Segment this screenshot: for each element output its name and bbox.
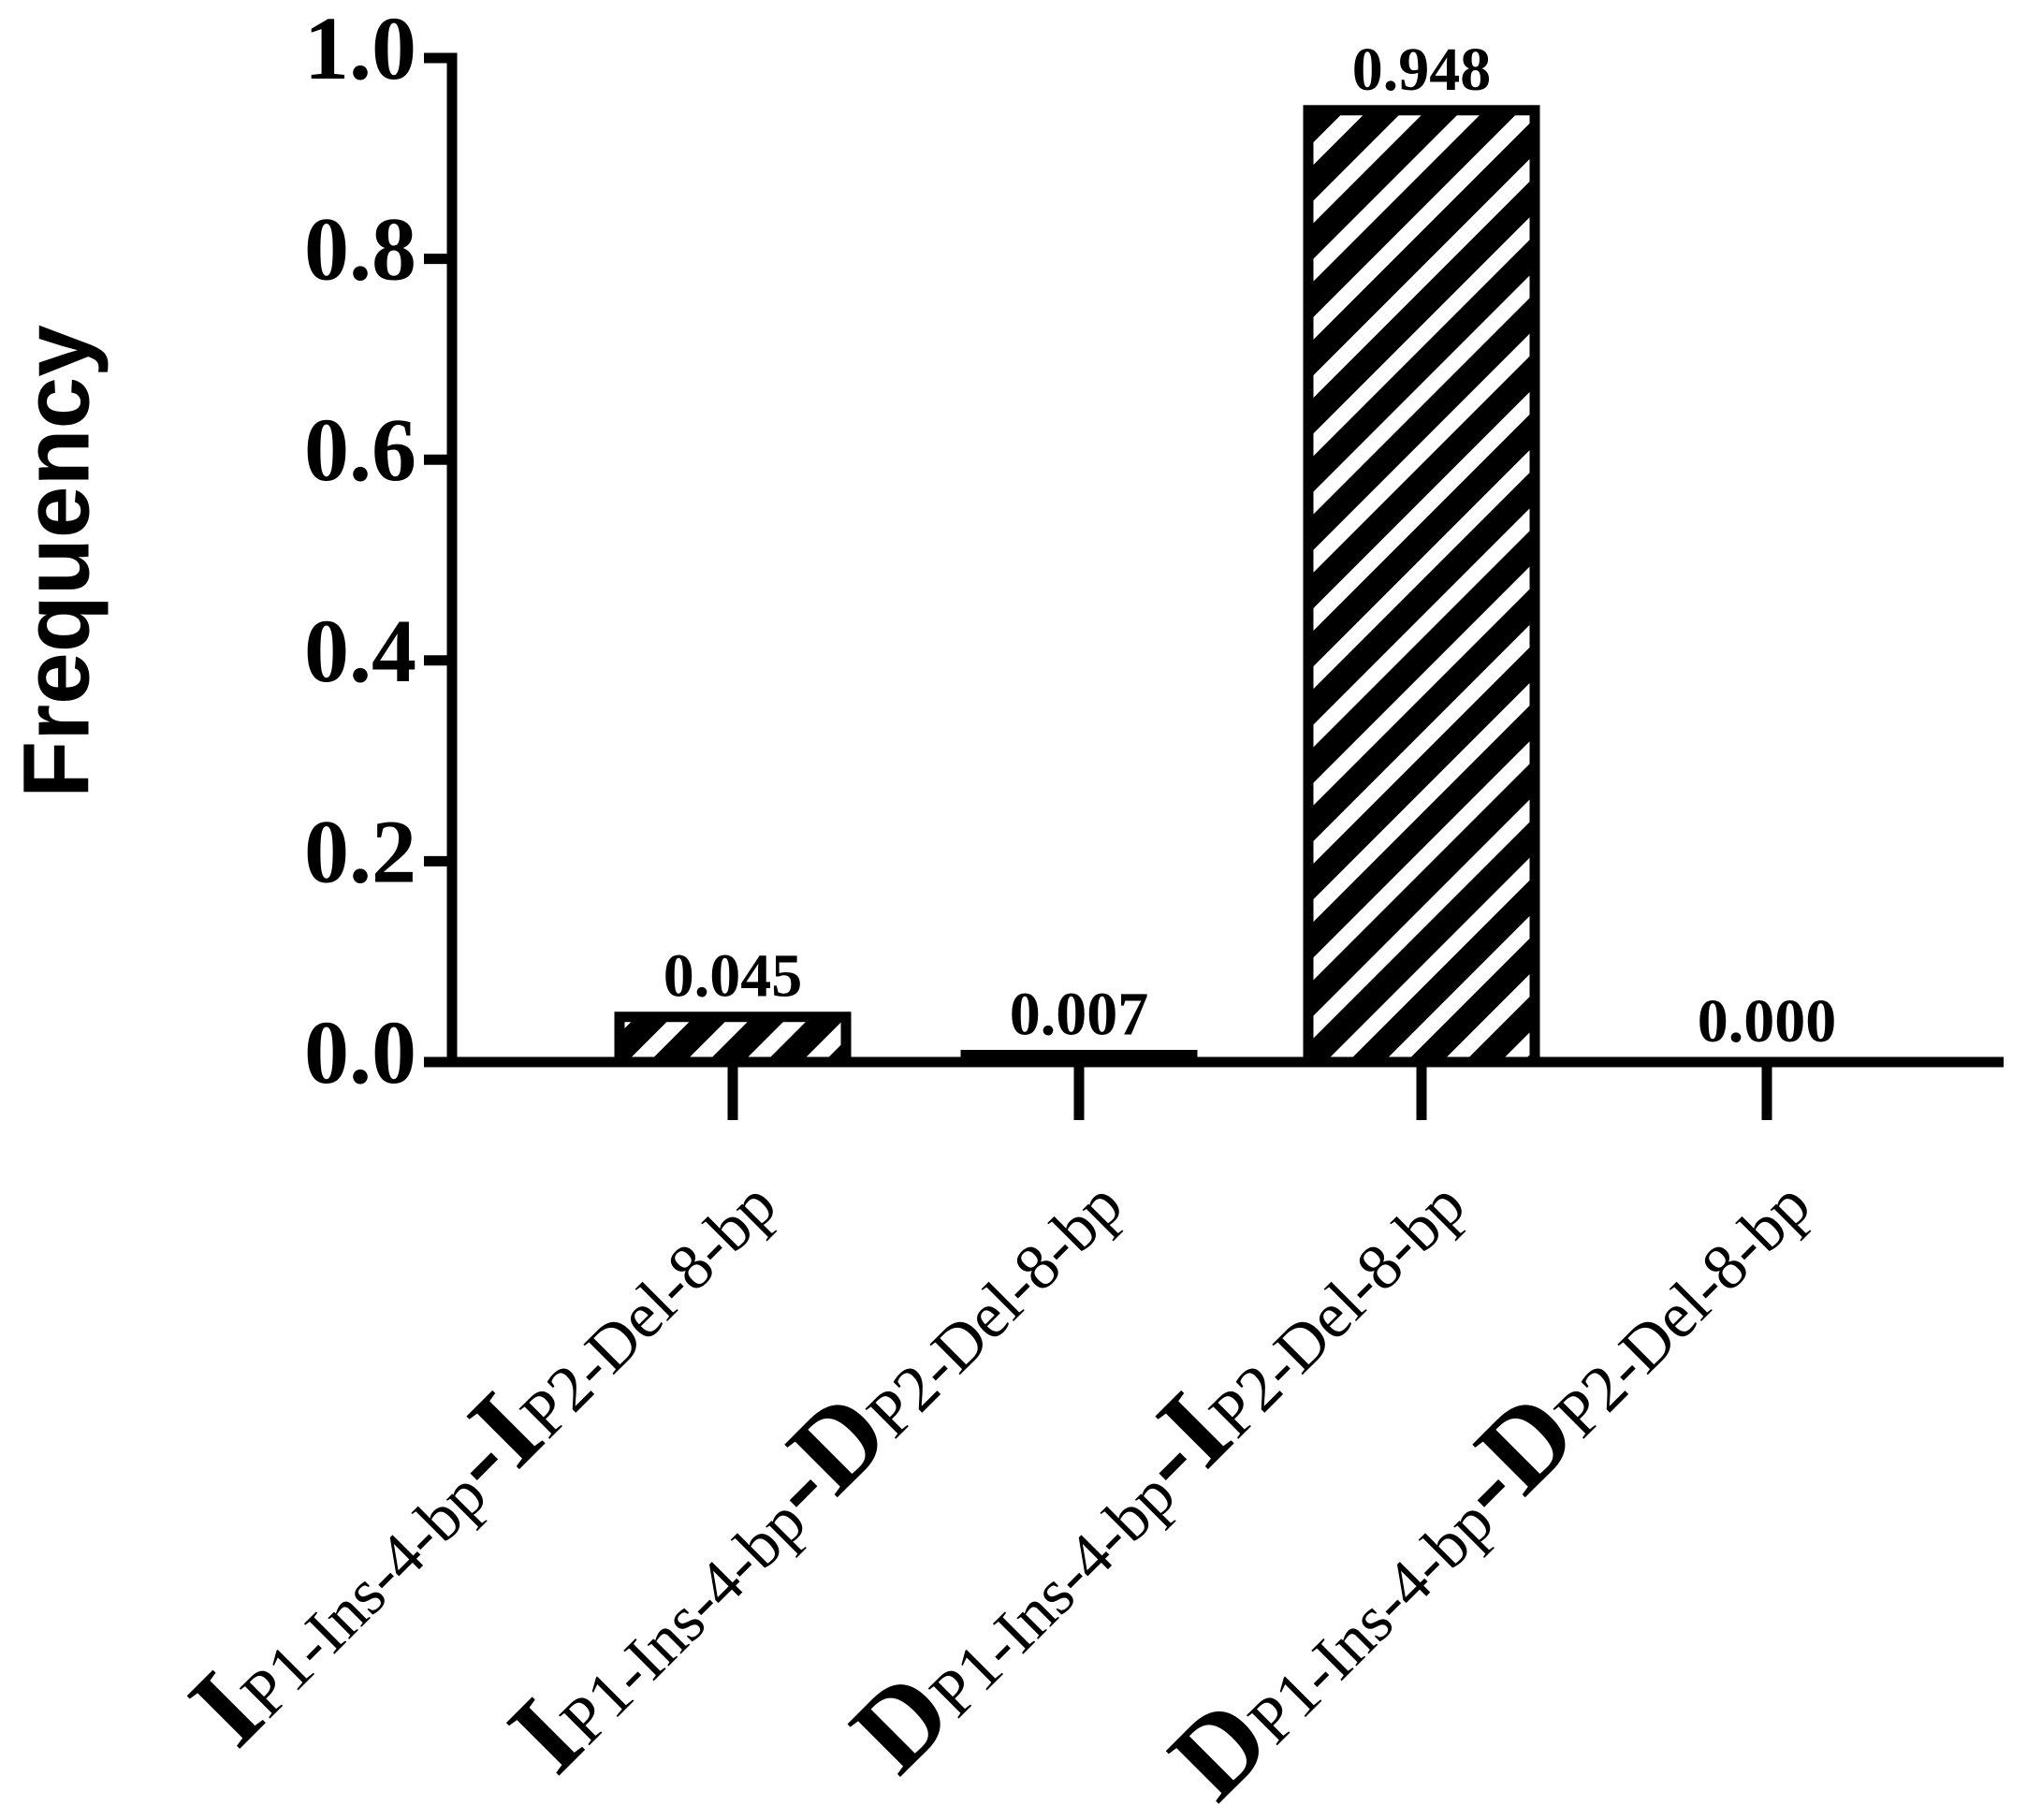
y-tick-label: 0.4 [304, 601, 416, 701]
x-tick-label-part: P2-Del-8-bp [1196, 1169, 1479, 1451]
value-label: 0.045 [664, 942, 803, 1011]
bar [1303, 105, 1540, 1068]
x-tick-label-part: P1-Ins-4-bp [547, 1485, 820, 1757]
y-axis-label: Frequency [4, 325, 109, 798]
x-tick-label-part: P2-Del-8-bp [1541, 1169, 1824, 1451]
value-label: 0.000 [1698, 987, 1837, 1056]
y-tick-label: 0.0 [304, 1002, 416, 1102]
y-tick-label: 0.8 [304, 199, 416, 299]
x-tick-label: IP1-Ins-4-bp-IP2-Del-8-bp [166, 1138, 797, 1769]
bar [614, 1012, 852, 1068]
y-tick-label: 0.6 [304, 400, 416, 500]
x-tick-label: DP1-Ins-4-bp-DP2-Del-8-bp [1145, 1138, 1831, 1820]
y-tick-label: 0.2 [304, 801, 416, 901]
value-label: 0.007 [1010, 980, 1149, 1048]
value-label: 0.948 [1352, 36, 1492, 104]
x-tick-label-part: P1-Ins-4-bp [228, 1459, 501, 1731]
x-tick-label-part: P2-Del-8-bp [507, 1169, 790, 1451]
x-tick-label-part: P1-Ins-4-bp [917, 1459, 1189, 1731]
x-tick-label: DP1-Ins-4-bp-IP2-Del-8-bp [827, 1138, 1486, 1797]
x-tick-label-part: P1-Ins-4-bp [1235, 1485, 1508, 1757]
y-tick-label: 1.0 [304, 0, 416, 98]
x-tick-label-part: P2-Del-8-bp [853, 1169, 1136, 1451]
x-tick-label: IP1-Ins-4-bp-DP2-Del-8-bp [485, 1138, 1144, 1797]
